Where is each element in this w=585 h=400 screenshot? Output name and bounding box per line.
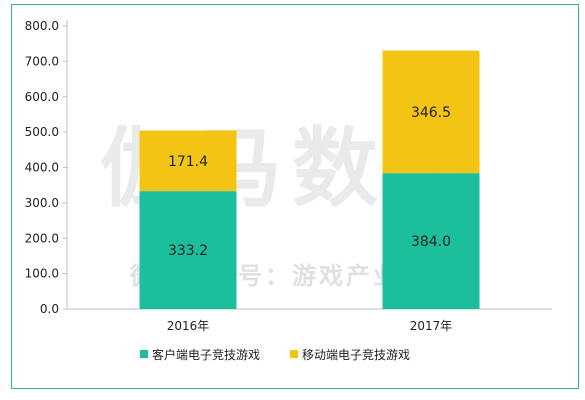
bar-segment <box>139 191 237 309</box>
y-tick-label: 300.0 <box>25 196 59 210</box>
y-tick-label: 600.0 <box>25 90 59 104</box>
data-label: 171.4 <box>168 154 208 170</box>
data-label: 384.0 <box>411 234 451 250</box>
x-tick-label: 2016年 <box>167 319 210 333</box>
y-tick-label: 800.0 <box>25 19 59 33</box>
y-tick-label: 400.0 <box>25 161 59 175</box>
data-label: 346.5 <box>411 105 451 121</box>
legend-swatch <box>140 350 148 358</box>
chart-frame <box>11 4 579 389</box>
x-tick-label: 2017年 <box>410 319 453 333</box>
legend-label: 客户端电子竞技游戏 <box>152 347 260 362</box>
bar-segment <box>382 173 480 309</box>
legend-swatch <box>290 350 298 358</box>
data-label: 333.2 <box>168 243 208 259</box>
bar-segment <box>382 50 480 174</box>
y-tick-label: 200.0 <box>25 231 59 245</box>
bar-segment <box>139 130 237 192</box>
legend-label: 移动端电子竞技游戏 <box>302 348 410 362</box>
y-tick-label: 700.0 <box>25 54 59 68</box>
y-tick-label: 500.0 <box>25 125 59 139</box>
y-tick-label: 0.0 <box>40 302 59 316</box>
y-tick-label: 100.0 <box>25 267 59 281</box>
